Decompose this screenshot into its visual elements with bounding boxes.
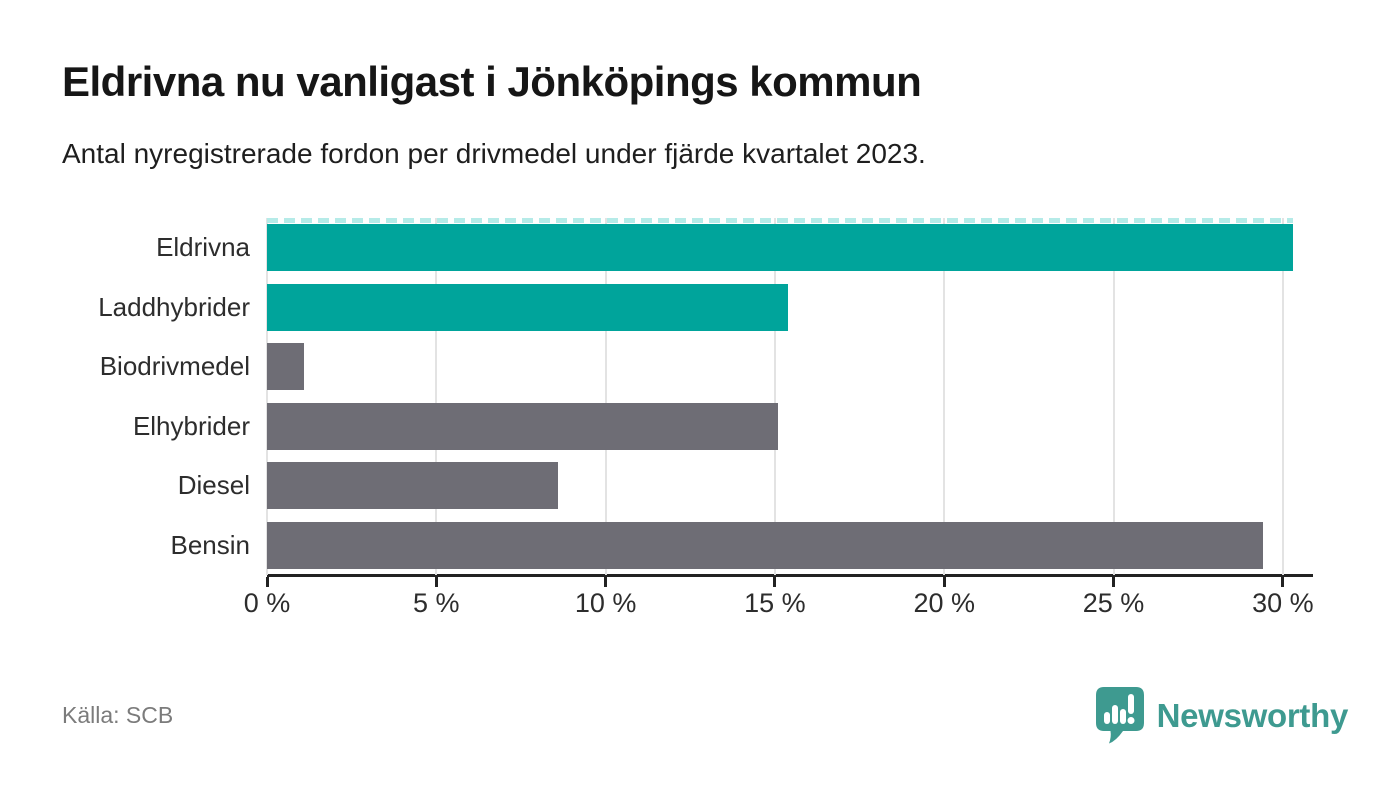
source-note: Källa: SCB [62,702,174,728]
gridline-20 [943,218,946,575]
bar-elhybrider [267,402,779,450]
newsworthy-logo-icon [1095,687,1144,744]
x-tick-15 [773,577,777,587]
x-tick-label-10: 10 % [574,588,637,618]
gridline-0 [266,218,268,575]
page-title: Eldrivna nu vanligast i Jönköpings kommu… [62,58,922,105]
x-tick-label-15: 15 % [744,588,806,618]
x-tick-label-20: 20 % [913,588,975,618]
x-tick-25 [1112,577,1116,587]
x-tick-20 [942,577,946,587]
category-label-elhybrider: Elhybrider [132,410,250,441]
plot-area [266,218,1313,575]
bar-biodrivmedel [267,343,305,390]
x-tick-10 [604,577,608,587]
gridline-30 [1281,218,1284,575]
x-tick-5 [434,577,438,587]
x-tick-0 [265,577,269,587]
bar-eldrivna [267,218,1294,271]
gridline-25 [1112,218,1115,575]
category-label-laddhybrider: Laddhybrider [98,291,250,322]
newsworthy-logo[interactable]: Newsworthy [1095,686,1348,746]
newsworthy-logo-text: Newsworthy [1156,697,1349,734]
gridline-10 [604,218,607,575]
x-tick-label-5: 5 % [413,588,460,618]
category-label-diesel: Diesel [177,470,250,500]
x-tick-30 [1281,577,1285,587]
x-tick-label-0: 0 % [243,588,291,618]
category-label-eldrivna: Eldrivna [156,232,250,262]
bar-bensin [267,521,1263,569]
x-axis-line [267,574,1313,577]
x-tick-label-25: 25 % [1082,588,1145,618]
bar-laddhybrider [267,283,789,331]
category-label-biodrivmedel: Biodrivmedel [99,351,250,381]
chart-subtitle: Antal nyregistrerade fordon per drivmede… [62,138,926,169]
category-label-bensin: Bensin [170,529,251,560]
bar-overflow-dash [267,218,1294,223]
gridline-5 [435,218,438,575]
x-tick-label-30: 30 % [1252,588,1314,618]
bar-diesel [267,462,559,509]
gridline-15 [773,218,776,575]
